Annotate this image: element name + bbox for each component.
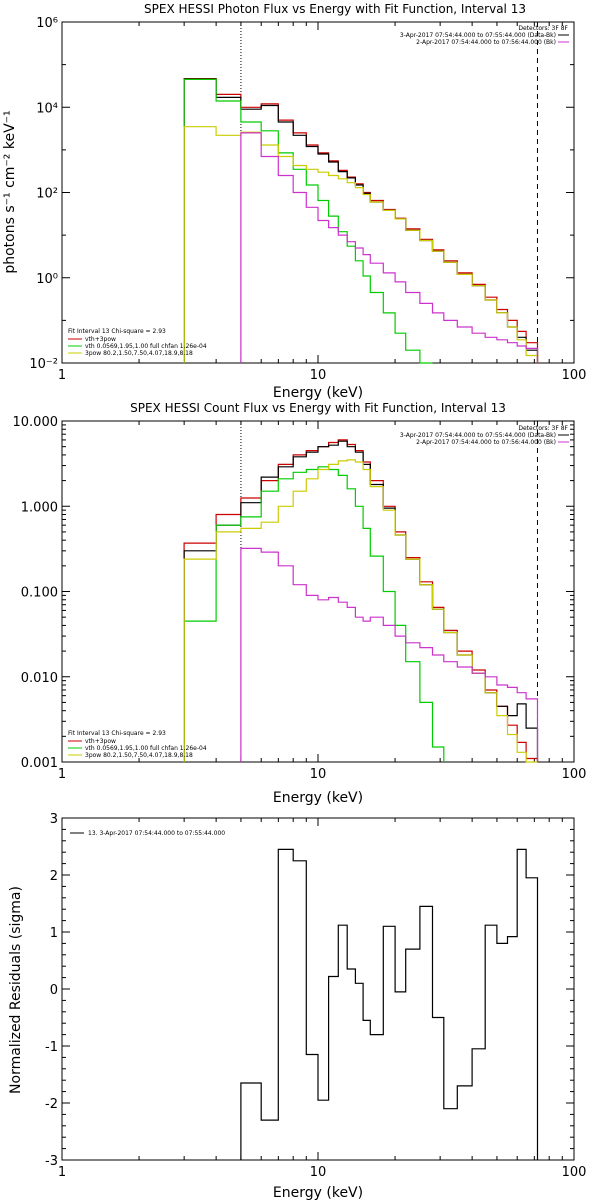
- count-fit-vth: vth 0.0569,1.95,1.00 full chfan 1.26e-04: [85, 745, 207, 752]
- residuals-legend-text: 13. 3-Apr-2017 07:54:44.000 to 07:55:44.…: [88, 830, 225, 837]
- photon-fit-vth3pow: vth+3pow: [85, 336, 116, 343]
- count-flux-xlabel: Energy (keV): [273, 790, 363, 806]
- count-fit-header: Fit Interval 13 Chi-square = 2.93: [68, 730, 166, 737]
- x-tick-label: 1: [58, 1165, 66, 1180]
- count-legend-bk: 2-Apr-2017 07:54:44.000 to 07:56:44.000 …: [416, 439, 556, 446]
- y-tick-label: -3: [45, 1154, 58, 1169]
- x-tick-label: 100: [562, 1165, 587, 1180]
- y-tick-label: 2: [50, 869, 58, 884]
- residuals-xlabel: Energy (keV): [273, 1185, 363, 1200]
- series-3-apr-2017-07-54-44-000-to-07-55-44-000-: [183, 440, 539, 762]
- photon-flux-panel: SPEX HESSI Photon Flux vs Energy with Fi…: [2, 2, 586, 401]
- count-flux-title: SPEX HESSI Count Flux vs Energy with Fit…: [130, 401, 506, 415]
- series-2-apr-2017-07-54-44-000-to-07-56-44-000-: [240, 132, 539, 363]
- y-tick-label: 0.010: [21, 671, 58, 686]
- y-tick-label: 10²: [36, 187, 58, 202]
- y-tick-label: 0.001: [21, 756, 58, 771]
- y-tick-label: 1: [50, 926, 58, 941]
- y-tick-label: 3: [50, 812, 58, 827]
- photon-flux-xlabel: Energy (keV): [273, 385, 363, 401]
- series-3pow-80-2-1-50-7-50-4-07-18-9-8-18: [183, 126, 539, 363]
- residuals-panel: 1 10 100 -3 -2 -1 0 1 2 3 Normalized Residuals (s…: [8, 812, 586, 1200]
- x-tick-label: 1: [58, 368, 66, 383]
- series-vth-3pow: [183, 78, 539, 363]
- y-tick-label: -1: [45, 1040, 58, 1055]
- y-tick-label: 10⁰: [36, 272, 58, 287]
- series-3pow-80-2-1-50-7-50-4-07-18-9-8-18: [183, 459, 538, 763]
- y-tick-label: 0.100: [21, 586, 58, 601]
- x-tick-label: 10: [310, 1165, 327, 1180]
- photon-flux-ylabel: photons s⁻¹ cm⁻² keV⁻¹: [2, 110, 18, 273]
- y-tick-label: 10.000: [13, 415, 59, 430]
- x-tick-label: 10: [310, 368, 327, 383]
- count-flux-panel: SPEX HESSI Count Flux vs Energy with Fit…: [13, 401, 587, 806]
- photon-flux-title: SPEX HESSI Photon Flux vs Energy with Fi…: [144, 2, 526, 16]
- y-tick-label: 10⁻²: [29, 357, 58, 372]
- photon-legend-header: Detectors: 3F 8F: [518, 25, 568, 32]
- series-3-apr-2017-07-54-44-000-to-07-55-44-000-: [183, 78, 539, 363]
- x-tick-label: 10: [310, 767, 327, 782]
- x-tick-label: 1: [58, 767, 66, 782]
- photon-legend-bk: 2-Apr-2017 07:54:44.000 to 07:56:44.000 …: [416, 39, 556, 46]
- y-tick-label: 1.000: [21, 500, 58, 515]
- count-flux-legend-bottom-left: Fit Interval 13 Chi-square = 2.93 vth+3p…: [68, 730, 207, 759]
- series-vth-0-0569-1-95-1-00-full-chfan-1-26e-04: [183, 78, 433, 364]
- residuals-plot-frame: [61, 817, 575, 1161]
- y-tick-label: 10⁶: [36, 16, 58, 31]
- series-2-apr-2017-07-54-44-000-to-07-56-44-000-: [240, 547, 539, 762]
- series-vth-0-0569-1-95-1-00-full-chfan-1-26e-04: [183, 466, 445, 762]
- series-vth-3pow: [183, 439, 539, 762]
- count-flux-marks: 1 10 100 0.001 0.010 0.100 1.000 10.000: [13, 415, 587, 782]
- residuals-legend: 13. 3-Apr-2017 07:54:44.000 to 07:55:44.…: [70, 830, 225, 837]
- photon-fit-vth: vth 0.0569,1.95,1.00 full chfan 1.26e-04: [85, 343, 207, 350]
- count-fit-3pow: 3pow 80.2,1.50,7.50,4.07,18.9,8.18: [85, 752, 193, 759]
- residuals-ylabel: Normalized Residuals (sigma): [8, 886, 24, 1094]
- count-flux-legend-top-right: Detectors: 3F 8F 3-Apr-2017 07:54:44.000…: [400, 425, 569, 446]
- x-tick-label: 100: [562, 767, 587, 782]
- count-legend-header: Detectors: 3F 8F: [518, 425, 568, 432]
- photon-fit-header: Fit Interval 13 Chi-square = 2.93: [68, 328, 166, 335]
- y-tick-label: 10⁴: [36, 101, 58, 116]
- photon-flux-marks: 1 10 100 10⁻² 10⁰ 10² 10⁴ 10⁶: [29, 16, 586, 383]
- photon-flux-legend-bottom-left: Fit Interval 13 Chi-square = 2.93 vth+3p…: [68, 328, 207, 357]
- y-tick-label: -2: [45, 1097, 58, 1112]
- photon-fit-3pow: 3pow 80.2,1.50,7.50,4.07,18.9,8.18: [85, 350, 193, 357]
- y-tick-label: 0: [50, 983, 58, 998]
- photon-flux-legend-top-right: Detectors: 3F 8F 3-Apr-2017 07:54:44.000…: [400, 25, 569, 46]
- count-fit-vth3pow: vth+3pow: [85, 738, 116, 745]
- residuals-marks: 1 10 100 -3 -2 -1 0 1 2 3: [45, 812, 586, 1180]
- photon-legend-data-bk: 3-Apr-2017 07:54:44.000 to 07:55:44.000 …: [400, 32, 556, 39]
- x-tick-label: 100: [562, 368, 587, 383]
- series-13-3-apr-2017-07-54-44-000-to-07-55-44-0: [240, 848, 539, 1160]
- count-legend-data-bk: 3-Apr-2017 07:54:44.000 to 07:55:44.000 …: [400, 432, 556, 439]
